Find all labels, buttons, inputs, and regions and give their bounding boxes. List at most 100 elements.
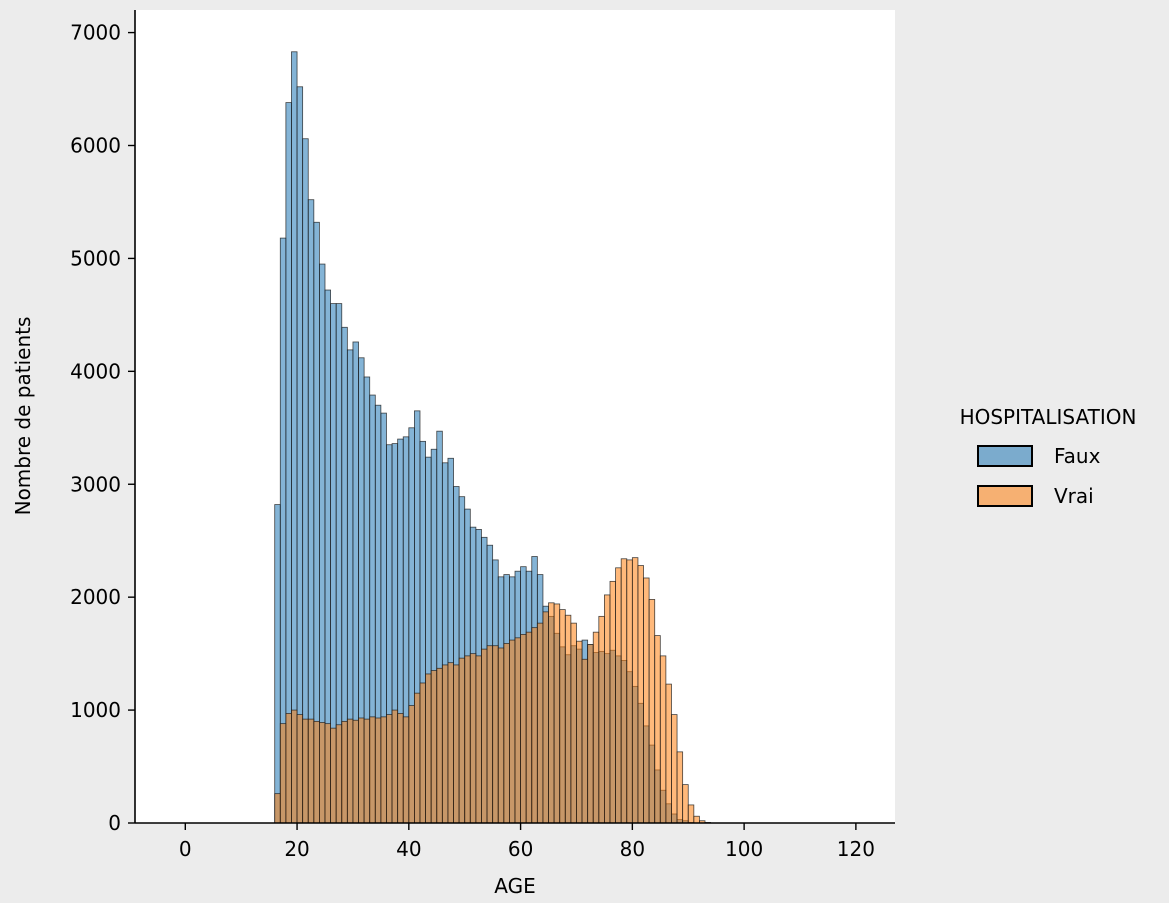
bar-vrai-60	[520, 634, 527, 824]
bar-vrai-80	[631, 557, 639, 824]
bar-vrai-20	[296, 714, 304, 824]
bar-vrai-27	[335, 724, 343, 824]
legend: HOSPITALISATION Faux Vrai	[960, 405, 1137, 508]
x-tick-label: 40	[396, 837, 421, 861]
x-tick-label: 20	[284, 837, 309, 861]
bar-faux-20	[296, 86, 304, 824]
x-tick-label: 60	[508, 837, 533, 861]
tick-labels: 0 20 40 60 80 100 120 0 1000 2000 3000 4000 5000 6000…	[70, 21, 875, 861]
y-tick-label: 4000	[70, 359, 121, 383]
bar-vrai-84	[654, 635, 661, 824]
bar-vrai-78	[620, 558, 628, 824]
x-axis-label: AGE	[494, 874, 535, 898]
y-tick-label: 3000	[70, 472, 121, 496]
bar-vrai-85	[659, 655, 667, 824]
bar-vrai-50	[464, 655, 471, 824]
bar-vrai-43	[425, 673, 432, 824]
bar-vrai-30	[352, 719, 359, 824]
bar-faux-16	[274, 504, 281, 824]
bar-vrai-25	[324, 723, 331, 824]
bar-vrai-38	[397, 713, 404, 824]
bar-vrai-21	[302, 718, 309, 824]
bar-vrai-72	[587, 644, 594, 824]
bar-vrai-36	[386, 714, 393, 824]
bar-vrai-46	[441, 664, 449, 824]
bar-vrai-32	[363, 718, 371, 824]
bar-faux-19	[291, 51, 298, 824]
bar-vrai-66	[553, 603, 561, 824]
bar-vrai-54	[486, 645, 494, 824]
bar-vrai-73	[592, 631, 600, 824]
bar-vrai-62	[531, 627, 538, 824]
bar-vrai-26	[330, 727, 337, 824]
bar-vrai-19	[291, 709, 298, 824]
bar-vrai-55	[492, 645, 499, 824]
bar-vrai-44	[430, 670, 438, 824]
bar-vrai-53	[481, 648, 488, 824]
bar-vrai-74	[598, 615, 605, 824]
bar-vrai-51	[469, 653, 477, 824]
bar-vrai-22	[307, 718, 315, 824]
bar-vrai-82	[643, 577, 650, 824]
bar-vrai-17	[279, 723, 287, 824]
y-tick-label: 2000	[70, 585, 121, 609]
legend-swatch-faux	[977, 445, 1033, 467]
bar-vrai-52	[475, 655, 482, 824]
y-tick-label: 7000	[70, 21, 121, 45]
bar-vrai-16	[274, 793, 281, 824]
bar-vrai-91	[693, 815, 700, 824]
bar-vrai-39	[402, 716, 410, 824]
bar-vrai-58	[509, 639, 516, 824]
legend-label-vrai: Vrai	[1054, 484, 1094, 508]
bar-vrai-87	[671, 714, 678, 824]
bar-vrai-70	[576, 640, 583, 824]
bar-vrai-68	[564, 614, 572, 824]
bar-vrai-41	[414, 692, 421, 824]
bar-vrai-83	[648, 599, 656, 824]
bar-vrai-42	[419, 682, 426, 824]
bar-vrai-29	[346, 718, 354, 824]
bar-vrai-35	[380, 716, 387, 824]
legend-swatch-vrai	[977, 485, 1033, 507]
x-tick-label: 120	[837, 837, 875, 861]
legend-title: HOSPITALISATION	[960, 405, 1137, 429]
bar-vrai-69	[570, 622, 577, 824]
bar-vrai-86	[665, 683, 672, 824]
bar-vrai-64	[542, 611, 549, 824]
bar-vrai-31	[358, 717, 365, 824]
bar-vrai-48	[453, 664, 460, 824]
y-tick-label: 5000	[70, 246, 121, 270]
bar-vrai-49	[458, 657, 466, 824]
y-tick-label: 0	[108, 811, 121, 835]
y-tick-label: 1000	[70, 698, 121, 722]
bar-vrai-88	[676, 751, 684, 824]
bar-vrai-34	[374, 717, 382, 824]
bar-vrai-89	[682, 784, 689, 824]
bar-vrai-65	[548, 602, 555, 824]
bar-vrai-28	[341, 720, 348, 824]
series-vrai-bars	[274, 557, 711, 824]
y-tick-label: 6000	[70, 134, 121, 158]
bar-vrai-23	[313, 720, 320, 824]
bar-vrai-75	[604, 594, 611, 824]
bar-vrai-18	[285, 713, 292, 824]
bar-vrai-24	[319, 722, 326, 824]
bar-vrai-63	[536, 622, 544, 824]
bar-vrai-56	[497, 647, 505, 824]
bar-vrai-61	[525, 631, 533, 824]
bar-vrai-57	[503, 643, 510, 824]
legend-label-faux: Faux	[1054, 444, 1101, 468]
bar-vrai-47	[447, 662, 454, 824]
bar-vrai-71	[581, 658, 589, 824]
bar-vrai-76	[609, 580, 616, 824]
bar-vrai-81	[637, 565, 644, 824]
bar-vrai-77	[615, 567, 622, 824]
bar-vrai-33	[369, 716, 376, 824]
bar-vrai-90	[687, 804, 695, 824]
bar-vrai-45	[436, 667, 443, 824]
y-axis-label: Nombre de patients	[11, 317, 35, 516]
bar-vrai-59	[514, 637, 521, 824]
x-tick-label: 80	[620, 837, 645, 861]
bar-vrai-79	[626, 559, 633, 824]
